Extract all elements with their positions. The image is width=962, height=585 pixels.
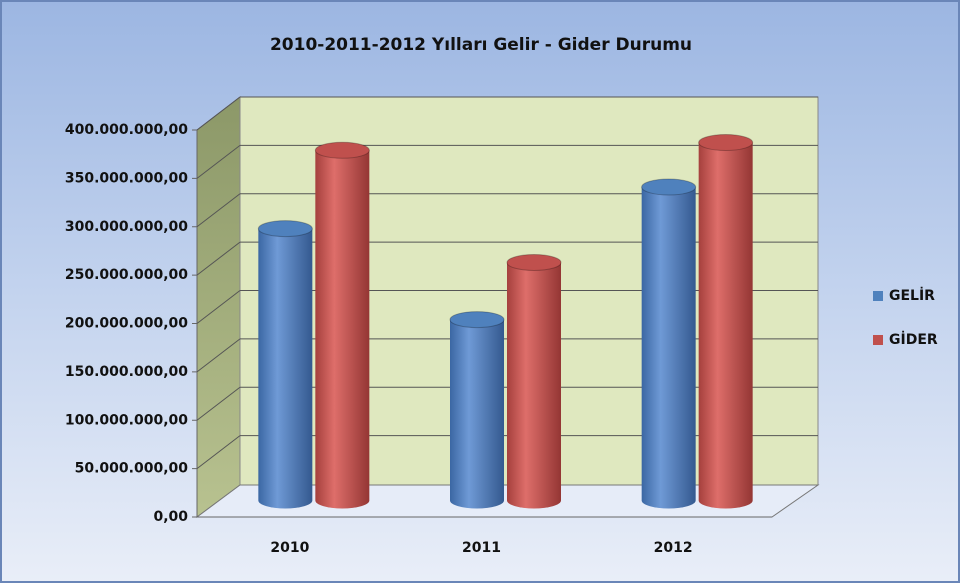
x-tick-label: 2012 xyxy=(654,540,693,556)
bar-top xyxy=(641,178,697,196)
legend-swatch xyxy=(873,335,883,345)
bar xyxy=(698,142,753,509)
y-tick-label: 150.000.000,00 xyxy=(65,364,188,380)
y-tick-label: 400.000.000,00 xyxy=(65,122,188,138)
bar-top xyxy=(698,134,754,152)
y-tick-label: 350.000.000,00 xyxy=(65,170,188,186)
grid-line xyxy=(196,290,241,324)
y-tick-label: 100.000.000,00 xyxy=(65,412,188,428)
x-tick-label: 2011 xyxy=(462,540,501,556)
bar xyxy=(258,228,313,509)
y-tick-label: 200.000.000,00 xyxy=(65,316,188,332)
x-tick-label: 2010 xyxy=(270,540,309,556)
y-tick-label: 0,00 xyxy=(153,509,188,525)
bar-top xyxy=(506,253,562,271)
legend-label: GELİR xyxy=(889,287,935,304)
grid-line xyxy=(196,435,241,470)
legend-swatch xyxy=(873,291,883,301)
grid-line xyxy=(196,144,241,179)
bar xyxy=(507,262,561,509)
bar-top xyxy=(257,220,313,238)
legend-label: GİDER xyxy=(889,331,938,348)
grid-line xyxy=(196,386,241,421)
y-tick-label: 50.000.000,00 xyxy=(75,461,189,477)
y-tick-label: 300.000.000,00 xyxy=(65,219,188,235)
bar-top xyxy=(314,141,370,159)
grid-line xyxy=(196,193,241,228)
grid-line xyxy=(196,96,241,131)
grid-line xyxy=(196,241,241,276)
grid-line xyxy=(196,338,241,373)
chart-title: 2010-2011-2012 Yılları Gelir - Gider Dur… xyxy=(270,35,692,55)
bar xyxy=(641,187,696,509)
bar xyxy=(315,150,370,509)
bar-top xyxy=(449,311,505,329)
y-tick-label: 250.000.000,00 xyxy=(65,267,188,283)
bar xyxy=(450,319,504,509)
